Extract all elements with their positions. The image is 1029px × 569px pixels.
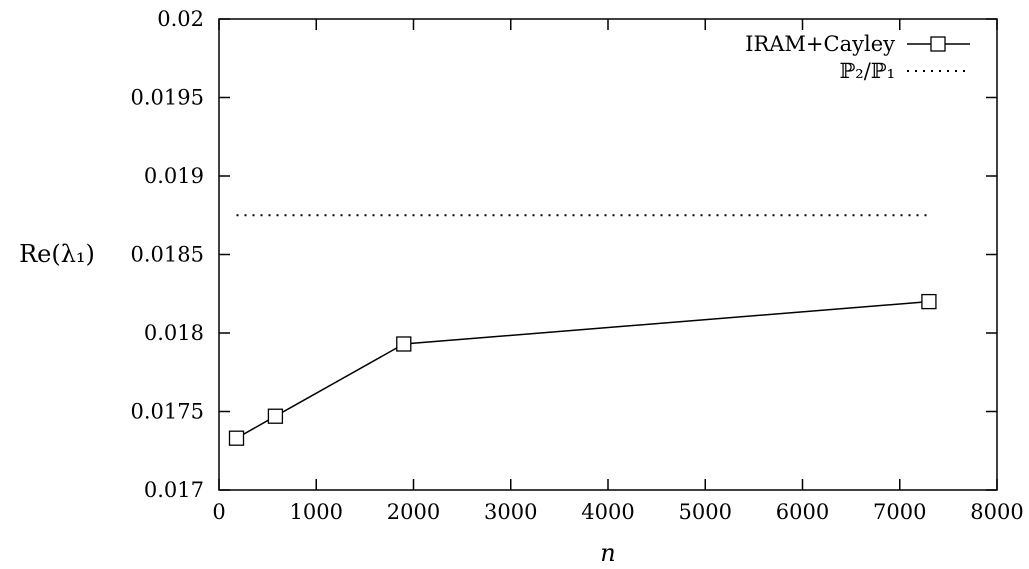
data-point-iram-cayley — [396, 336, 412, 352]
x-tick-label: 2000 — [387, 500, 440, 524]
x-tick-label: 8000 — [970, 500, 1023, 524]
y-tick-labels: 0.017 0.0175 0.018 0.0185 0.019 0.0195 0.02 — [131, 7, 204, 502]
y-tick-label: 0.0195 — [131, 86, 204, 110]
x-tick-label: 1000 — [290, 500, 343, 524]
legend-label-p2-p1: ℙ₂/ℙ₁ — [840, 59, 896, 83]
data-point-iram-cayley — [228, 430, 245, 446]
data-point-iram-cayley — [267, 408, 284, 424]
data-point-iram-cayley — [921, 293, 937, 310]
x-tick-label: 6000 — [776, 500, 829, 524]
legend: IRAM+Cayley ℙ₂/ℙ₁ — [745, 32, 970, 83]
y-axis-label: Re(λ₁) — [19, 240, 95, 268]
legend-marker-iram-cayley — [930, 36, 946, 52]
x-tick-labels: 0 1000 2000 3000 4000 5000 6000 7000 8000 — [212, 500, 1023, 524]
x-tick-label: 3000 — [484, 500, 537, 524]
series-line-iram-cayley — [236, 300, 929, 439]
y-tick-label: 0.02 — [157, 7, 204, 31]
y-tick-label: 0.018 — [144, 321, 204, 345]
x-axis-label: n — [600, 539, 615, 567]
legend-label-iram-cayley: IRAM+Cayley — [745, 32, 895, 56]
axis-ticks — [218, 18, 998, 491]
x-tick-label: 5000 — [679, 500, 732, 524]
x-tick-label: 7000 — [873, 500, 926, 524]
x-tick-label: 0 — [212, 500, 225, 524]
x-tick-label: 4000 — [581, 500, 634, 524]
y-tick-label: 0.017 — [144, 478, 204, 502]
y-tick-label: 0.0175 — [131, 400, 204, 424]
series-layer — [228, 214, 937, 446]
y-tick-label: 0.019 — [144, 164, 204, 188]
y-tick-label: 0.0185 — [131, 243, 204, 267]
plot-frame — [218, 18, 998, 491]
